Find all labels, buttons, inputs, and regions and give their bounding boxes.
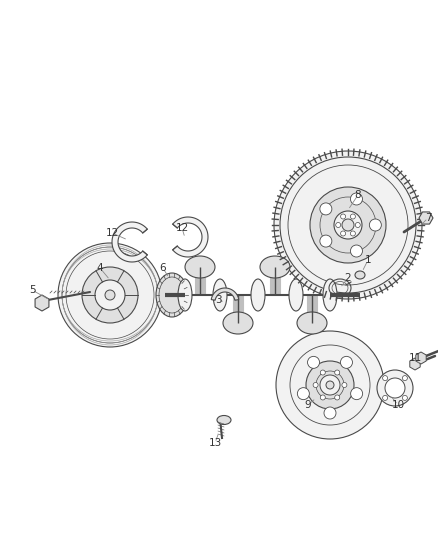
Circle shape <box>297 387 309 400</box>
Text: 12: 12 <box>175 223 189 233</box>
Text: 6: 6 <box>160 263 166 273</box>
Circle shape <box>351 387 363 400</box>
Polygon shape <box>410 358 420 370</box>
Circle shape <box>341 214 346 219</box>
Circle shape <box>350 245 363 257</box>
Circle shape <box>105 290 115 300</box>
Circle shape <box>355 222 360 228</box>
Ellipse shape <box>297 312 327 334</box>
Circle shape <box>334 211 362 239</box>
Circle shape <box>340 357 353 368</box>
Circle shape <box>320 235 332 247</box>
Text: 13: 13 <box>208 438 222 448</box>
Ellipse shape <box>185 256 215 278</box>
Circle shape <box>324 407 336 419</box>
Polygon shape <box>211 288 239 300</box>
Circle shape <box>383 395 388 400</box>
Text: 12: 12 <box>106 228 119 238</box>
Circle shape <box>403 395 407 400</box>
Text: 7: 7 <box>425 213 431 223</box>
Polygon shape <box>173 217 208 257</box>
Text: 10: 10 <box>392 400 405 410</box>
Polygon shape <box>419 212 433 224</box>
Circle shape <box>310 187 386 263</box>
Circle shape <box>313 383 318 387</box>
Circle shape <box>58 243 162 347</box>
Circle shape <box>350 193 363 205</box>
Circle shape <box>276 331 384 439</box>
Polygon shape <box>112 222 147 262</box>
Polygon shape <box>35 295 49 311</box>
Text: 3: 3 <box>215 295 221 305</box>
Circle shape <box>336 222 341 228</box>
Circle shape <box>280 157 416 293</box>
Circle shape <box>383 376 388 381</box>
Circle shape <box>335 370 340 375</box>
Ellipse shape <box>289 279 303 311</box>
Circle shape <box>403 376 407 381</box>
Ellipse shape <box>213 279 227 311</box>
Circle shape <box>82 267 138 323</box>
Text: 4: 4 <box>97 263 103 273</box>
Ellipse shape <box>217 416 231 424</box>
Ellipse shape <box>260 256 290 278</box>
Circle shape <box>377 370 413 406</box>
Circle shape <box>95 280 125 310</box>
Polygon shape <box>416 352 426 364</box>
Circle shape <box>342 383 347 387</box>
Text: 5: 5 <box>28 285 35 295</box>
Ellipse shape <box>223 312 253 334</box>
Circle shape <box>320 375 340 395</box>
Circle shape <box>341 231 346 236</box>
Ellipse shape <box>178 279 192 311</box>
Circle shape <box>306 361 354 409</box>
Text: 8: 8 <box>355 190 361 200</box>
Text: 9: 9 <box>305 400 311 410</box>
Circle shape <box>307 357 320 368</box>
Circle shape <box>320 395 325 400</box>
Circle shape <box>320 203 332 215</box>
Circle shape <box>350 214 355 219</box>
Ellipse shape <box>323 279 337 311</box>
Ellipse shape <box>251 279 265 311</box>
Circle shape <box>385 378 405 398</box>
Circle shape <box>274 151 422 299</box>
Circle shape <box>335 395 340 400</box>
Circle shape <box>320 370 325 375</box>
Text: 1: 1 <box>365 255 371 265</box>
Circle shape <box>350 231 355 236</box>
Ellipse shape <box>355 271 365 279</box>
Ellipse shape <box>156 273 188 317</box>
Text: 11: 11 <box>408 353 422 363</box>
Circle shape <box>342 219 354 231</box>
Circle shape <box>326 381 334 389</box>
Circle shape <box>369 219 381 231</box>
Text: 2: 2 <box>345 273 351 283</box>
